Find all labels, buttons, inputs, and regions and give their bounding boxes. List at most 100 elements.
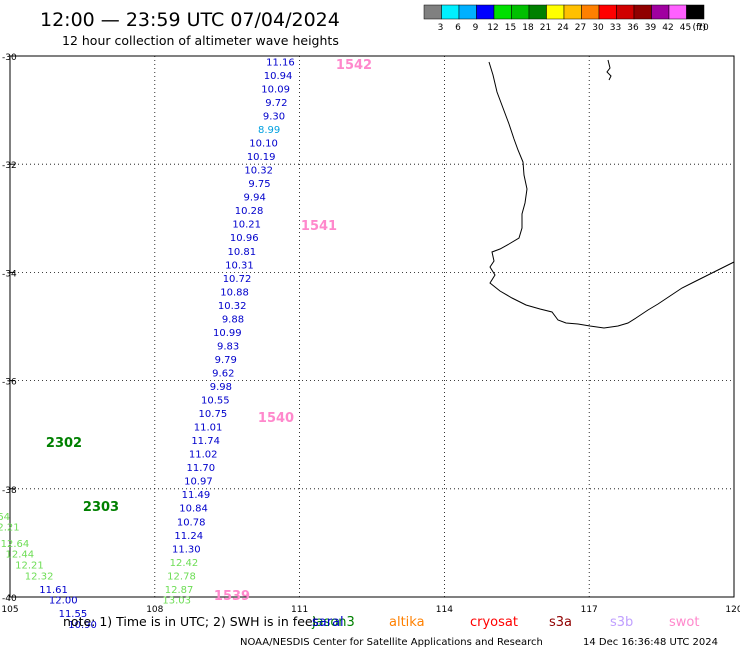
satellite-legend-item: jason3 xyxy=(311,615,355,630)
data-label: 11.49 xyxy=(182,490,211,501)
color-swatch xyxy=(511,4,530,20)
chart-title: 12:00 — 23:59 UTC 07/04/2024 xyxy=(40,9,340,31)
data-label: 10.28 xyxy=(235,206,264,217)
data-label: 10.32 xyxy=(244,166,273,177)
color-swatch xyxy=(441,4,460,20)
data-label: 11.30 xyxy=(172,544,201,555)
data-label: 10.78 xyxy=(177,517,206,528)
data-label: 12.21 xyxy=(0,523,20,534)
y-tick-label: -30 xyxy=(2,53,17,63)
color-legend: 3 6 9 12 15 18 21 24 27 30 33 36 39 42 45 70(ft) xyxy=(423,4,709,33)
color-swatch xyxy=(563,4,582,20)
colorbar-label: 6 xyxy=(455,23,461,33)
color-swatch xyxy=(458,4,477,20)
data-label: 12.44 xyxy=(5,550,34,561)
color-swatch xyxy=(633,4,652,20)
y-tick-label: -40 xyxy=(2,594,17,604)
data-label: 10.55 xyxy=(201,396,230,407)
data-label: 11.24 xyxy=(174,531,203,542)
data-label: 9.88 xyxy=(222,314,244,325)
data-label: 12.00 xyxy=(49,596,78,607)
data-label: 10.97 xyxy=(184,477,213,488)
color-swatch xyxy=(598,4,617,20)
data-label: 11.01 xyxy=(194,423,223,434)
y-tick-label: -34 xyxy=(2,269,17,279)
plot-border xyxy=(9,55,735,598)
colorbar-label: 42 xyxy=(662,23,673,33)
color-swatch xyxy=(476,4,495,20)
data-label: 12.64 xyxy=(1,539,30,550)
data-label: 11.61 xyxy=(39,585,68,596)
colorbar-label: 27 xyxy=(575,23,586,33)
data-label: 8.99 xyxy=(258,125,280,136)
x-tick-label: 105 xyxy=(1,605,18,615)
color-swatch xyxy=(668,4,687,20)
data-label: 10.32 xyxy=(218,301,247,312)
x-tick-label: 111 xyxy=(291,605,308,615)
plot-area: 105108111114117120-30-32-34-36-38-4011.8… xyxy=(0,53,740,631)
pass-time-label: 1540 xyxy=(258,411,294,426)
data-label: 10.88 xyxy=(220,287,249,298)
data-label: 11.74 xyxy=(191,436,220,447)
satellite-legend-item: altika xyxy=(389,615,425,630)
data-label: 10.81 xyxy=(228,247,257,258)
data-label: 10.72 xyxy=(223,274,252,285)
data-label: 12.42 xyxy=(170,558,199,569)
x-tick-label: 120 xyxy=(725,605,740,615)
color-swatch xyxy=(581,4,600,20)
data-label: 11.16 xyxy=(266,57,295,68)
color-swatch xyxy=(686,4,705,20)
colorbar-label: 15 xyxy=(505,23,516,33)
pass-time-label: 2302 xyxy=(46,436,82,451)
colorbar-label: 9 xyxy=(473,23,479,33)
data-label: 12.64 xyxy=(0,512,10,523)
data-label: 10.94 xyxy=(264,71,293,82)
coastline xyxy=(488,61,735,329)
y-tick-label: -38 xyxy=(2,486,17,496)
pass-time-label: 1541 xyxy=(301,219,337,234)
data-label: 10.09 xyxy=(261,84,290,95)
colorbar-label: 24 xyxy=(557,23,569,33)
data-label: 12.78 xyxy=(167,571,196,582)
data-label: 9.72 xyxy=(265,98,287,109)
data-label: 9.75 xyxy=(248,179,270,190)
data-label: 10.75 xyxy=(199,409,228,420)
x-tick-label: 117 xyxy=(581,605,598,615)
color-swatch xyxy=(423,4,442,20)
color-swatch xyxy=(493,4,512,20)
color-swatch xyxy=(546,4,565,20)
colorbar-label: 30 xyxy=(592,23,604,33)
colorbar-label: 45 xyxy=(680,23,691,33)
coastline-island xyxy=(606,59,612,81)
data-label: 12.32 xyxy=(25,571,54,582)
colorbar-label: 70 xyxy=(697,23,709,33)
colorbar-label: 12 xyxy=(487,23,498,33)
chart-subtitle: 12 hour collection of altimeter wave hei… xyxy=(62,33,339,48)
data-label: 10.31 xyxy=(225,260,254,271)
colorbar-label: 21 xyxy=(540,23,551,33)
colorbar-label: 3 xyxy=(438,23,444,33)
satellite-legend-item: cryosat xyxy=(470,615,518,630)
data-label: 9.83 xyxy=(217,341,239,352)
colorbar-label: 33 xyxy=(610,23,621,33)
satellite-legend-item: saral xyxy=(312,615,344,630)
data-label: 10.96 xyxy=(230,233,259,244)
footer-timestamp: 14 Dec 16:36:48 UTC 2024 xyxy=(583,637,718,648)
x-tick-label: 108 xyxy=(146,605,163,615)
color-swatch xyxy=(651,4,670,20)
data-label: 10.99 xyxy=(213,328,242,339)
pass-time-label: 2303 xyxy=(83,500,119,515)
satellite-legend-item: swot xyxy=(669,615,699,630)
pass-time-label: 1542 xyxy=(336,58,372,73)
data-label: 12.87 xyxy=(165,585,194,596)
data-label: 10.84 xyxy=(179,504,208,515)
data-label: 10.21 xyxy=(232,220,261,231)
data-label: 11.02 xyxy=(189,450,218,461)
data-label: 13.03 xyxy=(162,596,191,607)
data-label: 10.10 xyxy=(249,139,278,150)
y-tick-label: -36 xyxy=(2,378,17,388)
data-label: 9.94 xyxy=(244,193,266,204)
